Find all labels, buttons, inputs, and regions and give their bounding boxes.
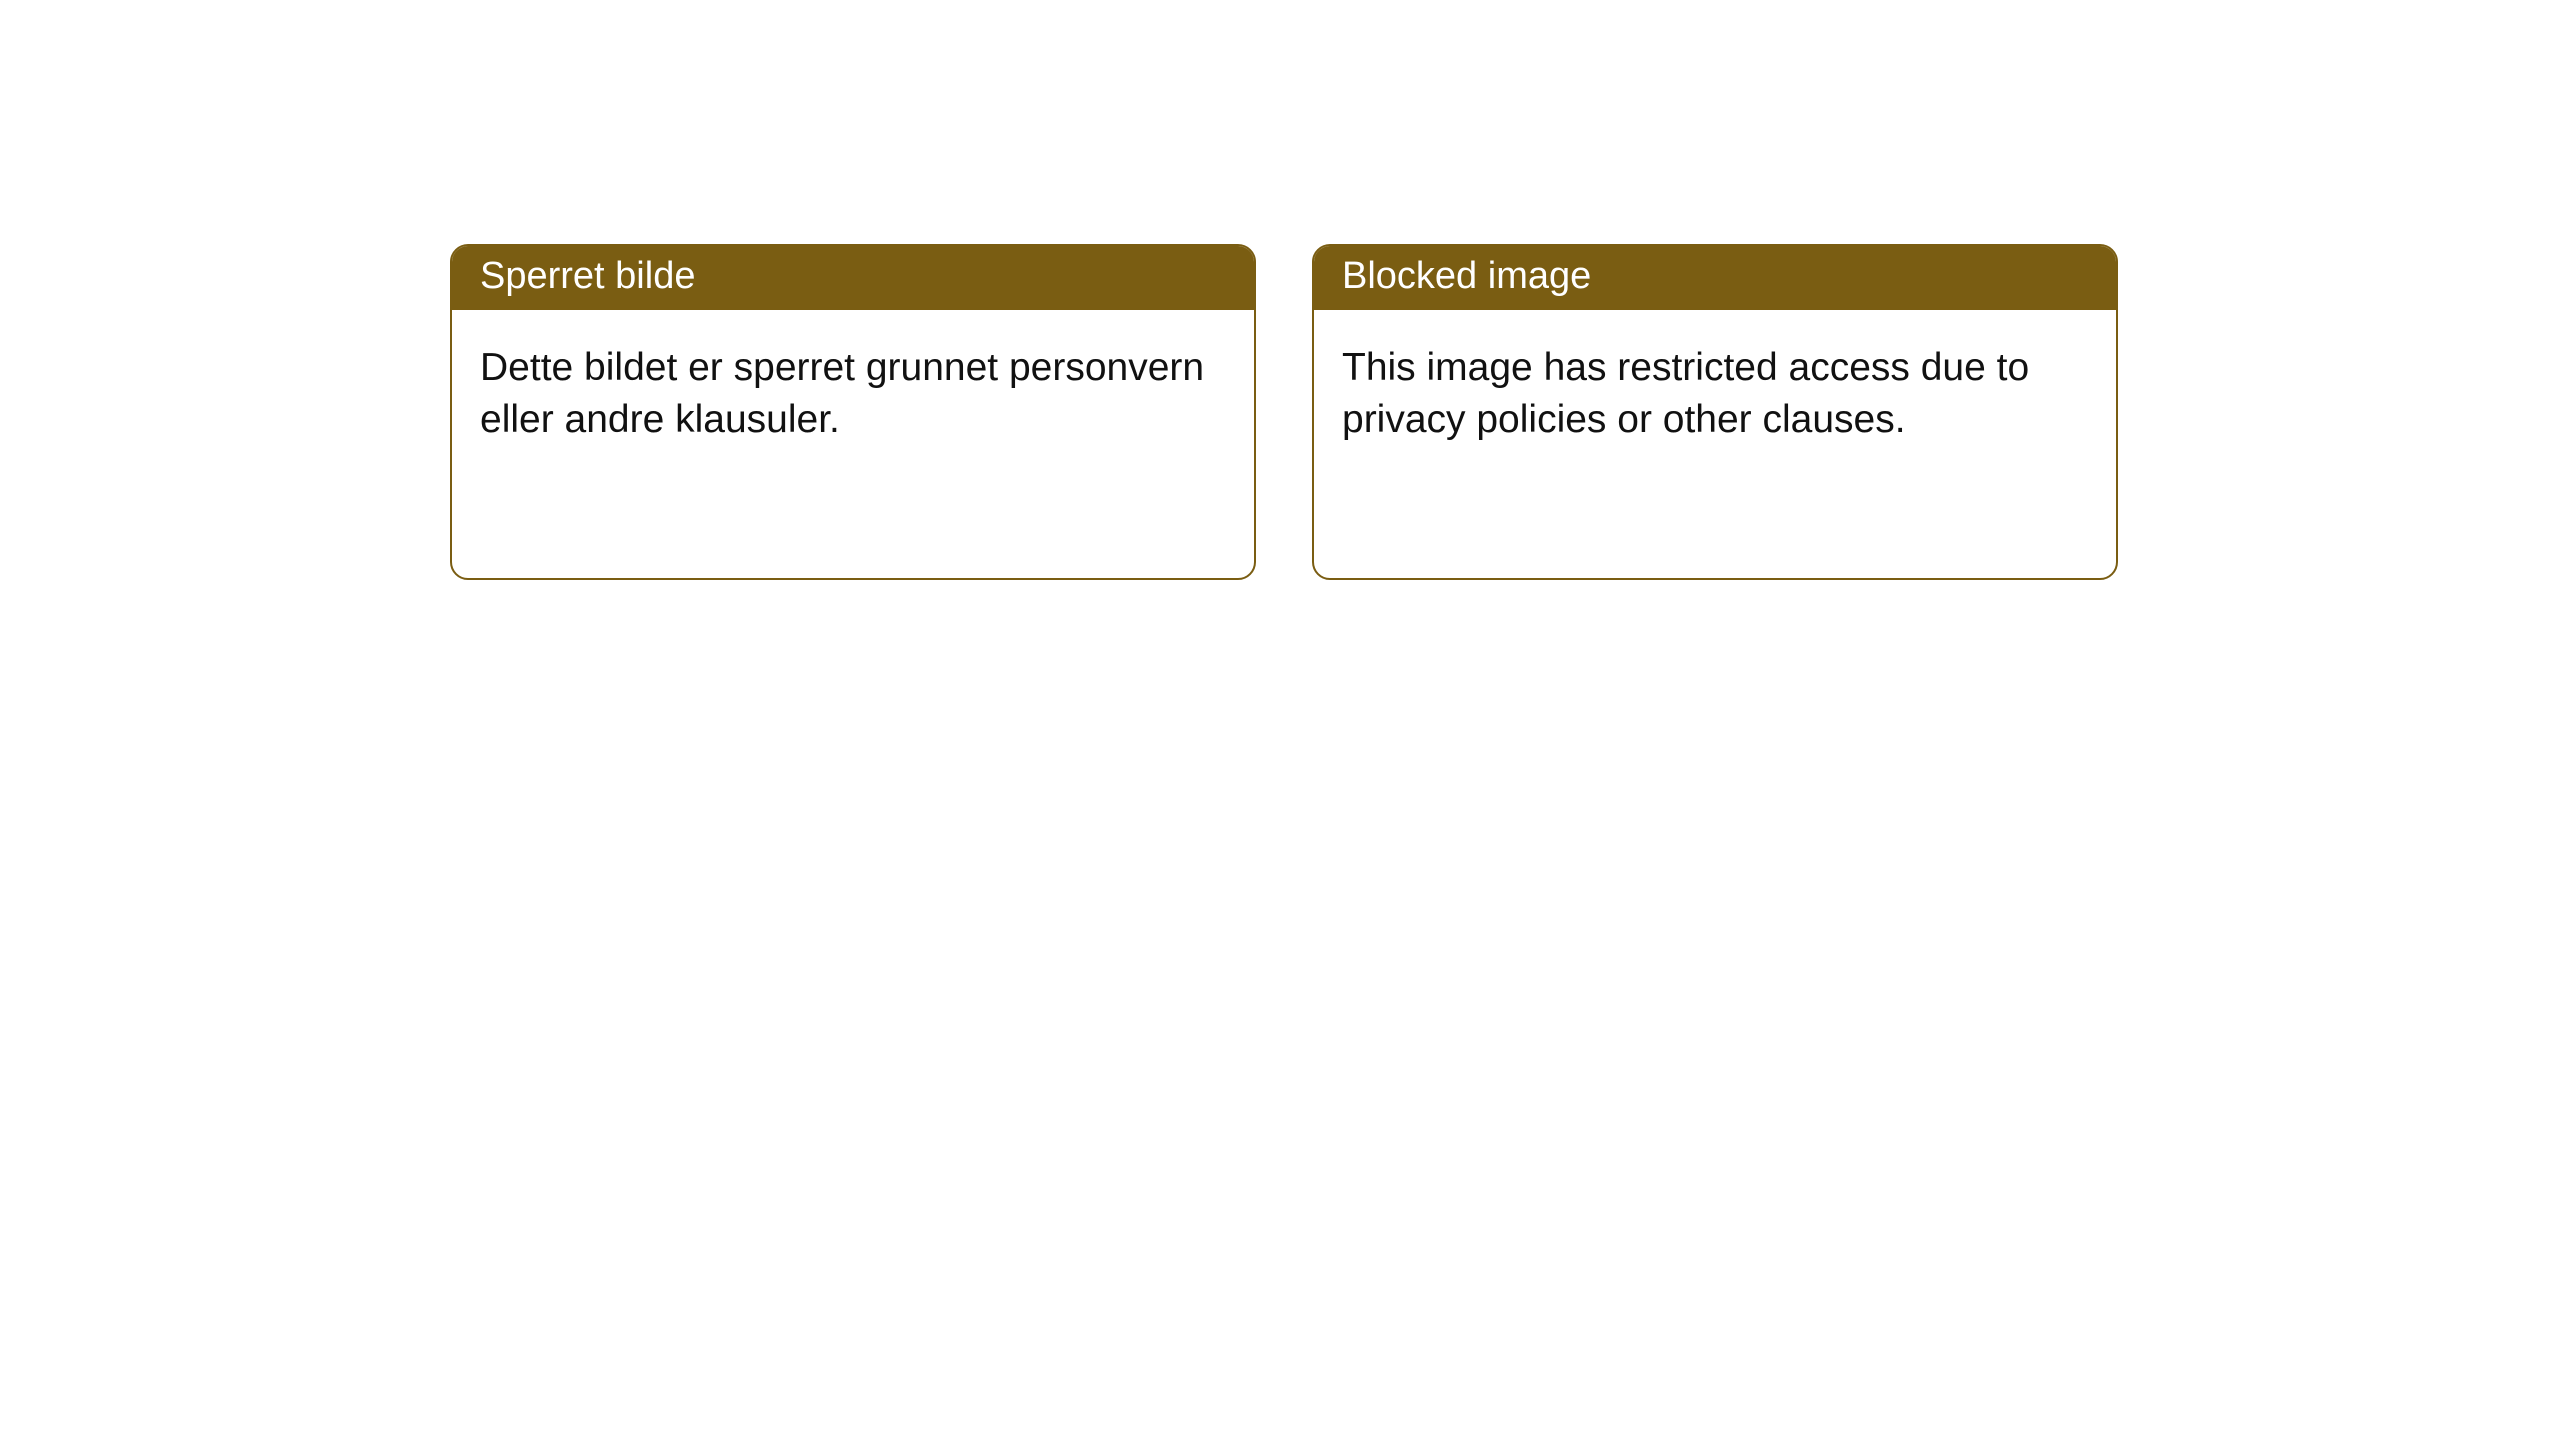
notice-card-english: Blocked image This image has restricted … xyxy=(1312,244,2118,580)
notice-body-norwegian: Dette bildet er sperret grunnet personve… xyxy=(452,310,1254,479)
notice-header-norwegian: Sperret bilde xyxy=(452,246,1254,310)
notice-card-norwegian: Sperret bilde Dette bildet er sperret gr… xyxy=(450,244,1256,580)
blocked-image-notice-container: Sperret bilde Dette bildet er sperret gr… xyxy=(450,244,2118,580)
notice-body-english: This image has restricted access due to … xyxy=(1314,310,2116,479)
notice-header-english: Blocked image xyxy=(1314,246,2116,310)
